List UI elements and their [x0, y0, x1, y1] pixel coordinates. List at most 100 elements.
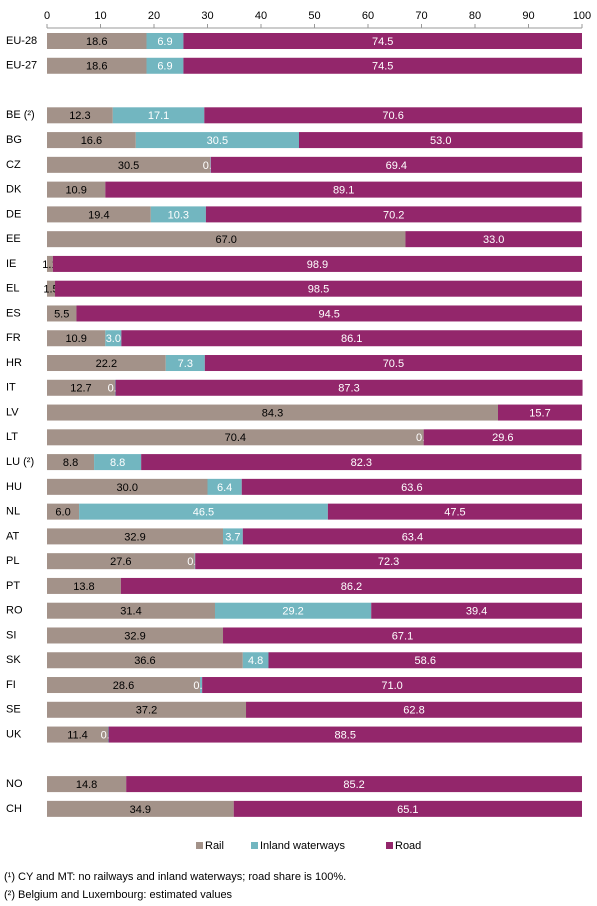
data-label: 85.2 — [343, 779, 364, 791]
bar-segment — [146, 33, 184, 49]
data-label: 31.4 — [120, 606, 141, 618]
legend-label: Rail — [205, 840, 224, 852]
bar-segment — [146, 57, 184, 74]
y-tick-label: CZ — [6, 159, 21, 171]
data-label: 6.9 — [157, 36, 172, 48]
bar-segment — [423, 429, 582, 446]
data-label: 63.4 — [402, 531, 423, 543]
y-tick-label: FR — [6, 332, 21, 344]
data-label: 8.8 — [63, 457, 78, 469]
data-label: 30.5 — [118, 160, 139, 172]
data-label: 15.7 — [529, 407, 550, 419]
legend-swatch — [251, 842, 258, 849]
bar-segment — [47, 355, 166, 372]
bar-segment — [214, 602, 372, 619]
bar-segment — [233, 800, 582, 817]
bar-segment — [47, 429, 424, 446]
y-tick-label: EL — [6, 283, 19, 295]
y-tick-label: SI — [6, 629, 16, 641]
y-tick-label: LU (²) — [6, 456, 34, 468]
y-tick-label: EE — [6, 233, 21, 245]
data-label: 67.0 — [216, 234, 237, 246]
y-tick-label: EU-28 — [6, 35, 37, 47]
bar-segment — [194, 553, 196, 570]
data-label: 98.9 — [307, 259, 328, 271]
data-label: 70.4 — [225, 432, 246, 444]
data-label: 10.3 — [168, 209, 189, 221]
data-label: 5.5 — [54, 308, 69, 320]
data-label: 11.4 — [67, 729, 88, 741]
data-label: 10.9 — [65, 185, 86, 197]
bar-segment — [47, 800, 234, 817]
data-label: 28.6 — [113, 680, 134, 692]
data-label: 58.6 — [415, 655, 436, 667]
bar-segment — [183, 57, 583, 74]
y-tick-label: NO — [6, 778, 23, 790]
data-label: 89.1 — [333, 185, 354, 197]
y-tick-label: SE — [6, 704, 21, 716]
y-tick-label: DE — [6, 208, 21, 220]
data-label: 82.3 — [351, 457, 372, 469]
bar-segment — [108, 726, 583, 743]
bar-segment — [298, 132, 583, 149]
bar-segment — [47, 404, 499, 421]
bar-segment — [204, 355, 582, 372]
data-label: 62.8 — [403, 705, 424, 717]
y-tick-label: HU — [6, 481, 22, 493]
data-label: 94.5 — [319, 308, 340, 320]
x-tick-label: 70 — [415, 10, 427, 22]
data-label: 70.5 — [383, 358, 404, 370]
bar-segment — [47, 107, 113, 124]
bar-segment — [126, 776, 583, 793]
data-label: 33.0 — [483, 234, 504, 246]
x-tick-label: 50 — [308, 10, 320, 22]
data-label: 70.2 — [383, 209, 404, 221]
bar-segment — [200, 677, 203, 694]
x-tick-label: 20 — [148, 10, 160, 22]
data-label: 32.9 — [124, 630, 145, 642]
bar-segment — [47, 454, 95, 471]
data-label: 19.4 — [88, 209, 109, 221]
data-label: 7.3 — [178, 358, 193, 370]
data-label: 6.0 — [55, 507, 70, 519]
y-tick-label: NL — [6, 506, 20, 518]
y-tick-label: RO — [6, 605, 23, 617]
bar-segment — [207, 478, 242, 495]
data-label: 70.6 — [382, 110, 403, 122]
data-label: 74.5 — [372, 61, 393, 73]
bar-segment — [107, 726, 109, 743]
data-label: 34.9 — [130, 804, 151, 816]
bar-segment — [112, 107, 205, 124]
bar-segment — [223, 627, 582, 644]
data-label: 74.5 — [372, 36, 393, 48]
bar-segment — [47, 577, 121, 594]
x-tick-label: 30 — [201, 10, 213, 22]
y-tick-label: ES — [6, 307, 21, 319]
bar-segment — [205, 206, 582, 223]
bar-segment — [183, 33, 583, 49]
bar-segment — [246, 701, 582, 718]
y-tick-label: HR — [6, 357, 22, 369]
y-tick-label: BG — [6, 134, 22, 146]
data-label: 47.5 — [444, 507, 465, 519]
data-label: 36.6 — [134, 655, 155, 667]
bar-segment — [47, 181, 106, 198]
data-label: 53.0 — [430, 135, 451, 147]
data-label: 16.6 — [81, 135, 102, 147]
data-label: 87.3 — [338, 383, 359, 395]
bar-segment — [141, 454, 582, 471]
bar-segment — [150, 206, 206, 223]
footnote: (²) Belgium and Luxembourg: estimated va… — [4, 889, 233, 901]
data-label: 84.3 — [262, 407, 283, 419]
bar-segment — [195, 553, 582, 570]
footnote: (¹) CY and MT: no railways and inland wa… — [4, 871, 346, 883]
data-label: 27.6 — [110, 556, 131, 568]
data-label: 6.4 — [217, 482, 232, 494]
bar-segment — [241, 478, 583, 495]
bar-segment — [223, 528, 243, 545]
data-label: 86.2 — [341, 581, 362, 593]
y-tick-label: DK — [6, 184, 22, 196]
y-tick-label: UK — [6, 728, 22, 740]
legend-swatch — [196, 842, 203, 849]
data-label: 72.3 — [378, 556, 399, 568]
